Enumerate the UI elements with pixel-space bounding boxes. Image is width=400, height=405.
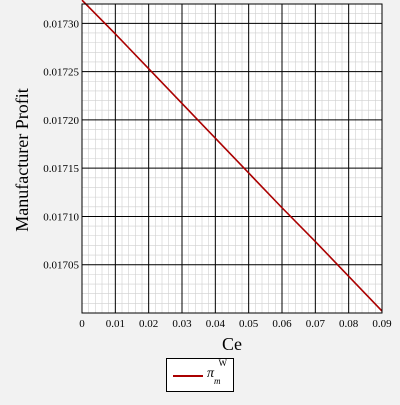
y-axis-label: Manufacturer Profit [12, 88, 32, 231]
x-tick-label: 0.07 [306, 318, 326, 330]
legend-label: πmW [207, 358, 229, 386]
legend-line-swatch [173, 375, 203, 377]
x-axis-label: Ce [222, 334, 242, 354]
plot-frame [81, 3, 383, 314]
x-tick-label: 0.06 [272, 318, 292, 330]
legend-superscript: W [218, 358, 228, 368]
x-tick-label: 0.03 [172, 318, 192, 330]
x-tick-label: 0 [79, 318, 85, 330]
y-tick-label: 0.01730 [43, 18, 79, 30]
series-line [81, 0, 383, 312]
legend-symbol: π [207, 366, 215, 381]
y-tick-label: 0.01710 [43, 211, 79, 223]
y-tick-label: 0.01715 [43, 163, 79, 175]
legend: πmW [166, 358, 234, 392]
y-tick-label: 0.01705 [43, 260, 79, 272]
x-tick-label: 0.02 [139, 318, 158, 330]
y-tick-label: 0.01725 [43, 67, 79, 79]
x-tick-label: 0.05 [239, 318, 259, 330]
y-tick-label: 0.01720 [43, 115, 79, 127]
x-tick-label: 0.04 [206, 318, 226, 330]
legend-subscript: m [214, 376, 221, 386]
x-tick-label: 0.01 [106, 318, 125, 330]
x-tick-label: 0.08 [339, 318, 359, 330]
x-tick-label: 0.09 [372, 318, 392, 330]
